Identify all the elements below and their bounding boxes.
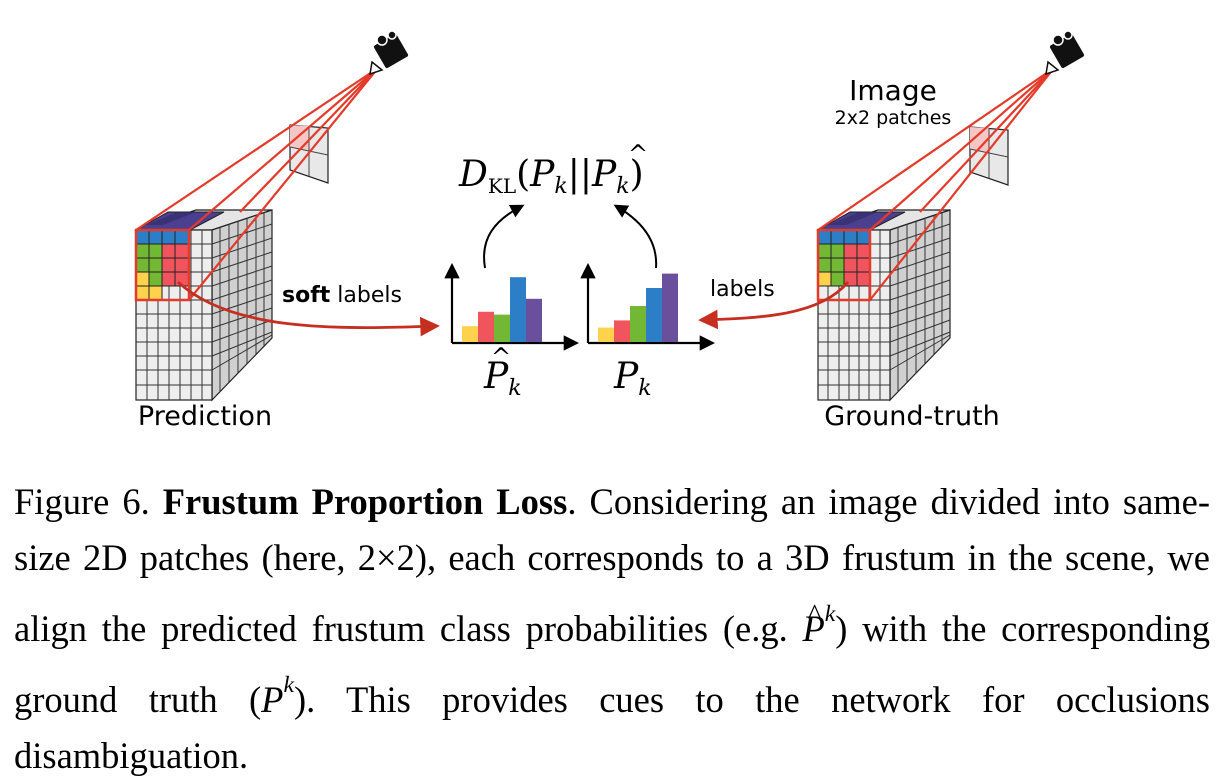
ground-truth-histogram (580, 262, 716, 351)
figure-caption: Figure 6. Frustum Proportion Loss. Consi… (14, 474, 1210, 784)
camera-icon (369, 30, 409, 76)
ground-truth-voxel-cube (816, 209, 951, 402)
prediction-label: Prediction (138, 401, 272, 432)
caption-text-2: ) with the corresponding ground truth ( (14, 608, 1210, 721)
image-label: Image (849, 74, 937, 107)
caption-phat: ^ P (802, 599, 825, 650)
kl-arrow-right (613, 204, 658, 269)
ground-truth-bar-4 (646, 288, 662, 342)
predicted-bar-5 (526, 298, 542, 342)
predicted-histogram-label: Pk (483, 356, 522, 401)
soft-labels-label: soft labels (282, 283, 402, 308)
ground-truth-bar-5 (662, 273, 678, 342)
ground-truth-label: Ground-truth (824, 401, 1000, 432)
soft-labels-arrow (177, 280, 440, 337)
caption-phat-sup: k (824, 601, 836, 627)
ground-truth-bar-1 (598, 327, 614, 342)
caption-title: Frustum Proportion Loss (162, 481, 568, 522)
labels-label: labels (710, 277, 775, 302)
predicted-bar-2 (478, 311, 494, 342)
caption-p: P (261, 679, 284, 721)
predicted-bar-3 (494, 314, 510, 342)
ground-truth-histogram-label: Pk (613, 356, 652, 401)
ground-truth-bar-3 (630, 306, 646, 342)
caption-text-1: . Considering an image divided into same… (14, 481, 1211, 650)
figure-number: Figure 6. (14, 481, 150, 522)
caption-p-sup: k (283, 672, 294, 699)
predicted-bars (462, 277, 542, 342)
patches-label: 2x2 patches (835, 107, 952, 129)
ground-truth-frustum (817, 30, 1085, 301)
predicted-bar-4 (510, 277, 526, 342)
kl-hat: ^ (628, 140, 648, 168)
prediction-voxel-cube (134, 209, 273, 402)
frustum-proportion-loss-figure: Prediction Ground-truth Image 2x2 patche… (134, 30, 1085, 432)
kl-arrow-left (483, 204, 525, 269)
camera-icon (1045, 30, 1085, 76)
kl-divergence-formula: DKL(Pk||Pk) (458, 154, 644, 199)
predicted-histogram (444, 262, 580, 351)
labels-arrow (698, 281, 850, 330)
predicted-histogram-hat: ^ (491, 343, 511, 371)
prediction-frustum (135, 30, 409, 301)
predicted-bar-1 (462, 326, 478, 342)
ground-truth-bars (598, 273, 678, 342)
ground-truth-bar-2 (614, 320, 630, 342)
